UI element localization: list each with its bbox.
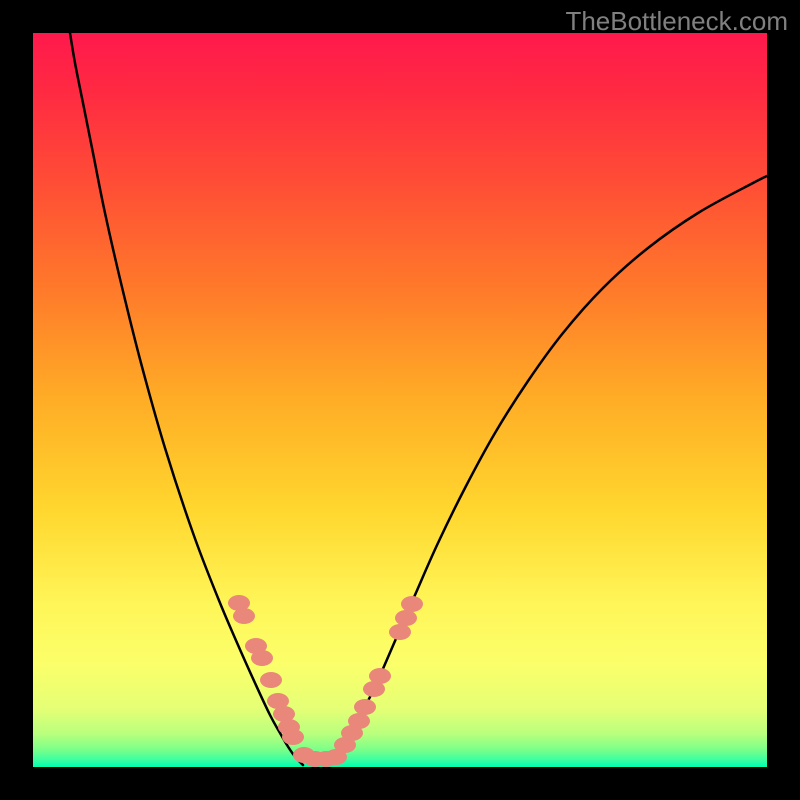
marker: [348, 713, 370, 729]
bottleneck-chart: [33, 33, 767, 767]
marker: [233, 608, 255, 624]
marker: [251, 650, 273, 666]
gradient-background: [33, 33, 767, 767]
marker: [401, 596, 423, 612]
marker: [260, 672, 282, 688]
watermark-text: TheBottleneck.com: [565, 6, 788, 37]
marker: [369, 668, 391, 684]
marker: [354, 699, 376, 715]
marker: [389, 624, 411, 640]
chart-svg: [33, 33, 767, 767]
marker: [282, 729, 304, 745]
marker: [395, 610, 417, 626]
